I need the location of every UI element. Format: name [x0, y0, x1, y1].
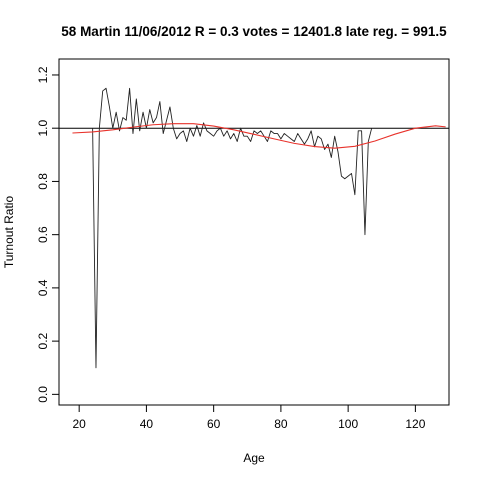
- x-tick-label: 20: [72, 417, 86, 431]
- plot-frame: [58, 58, 450, 406]
- x-tick-label: 80: [274, 417, 288, 431]
- y-axis-label: Turnout Ratio: [2, 196, 16, 269]
- x-axis-label: Age: [243, 451, 265, 465]
- y-tick-label: 1.2: [36, 66, 50, 83]
- y-tick-label: 0.6: [36, 226, 50, 243]
- y-tick-label: 0.4: [36, 279, 50, 296]
- chart-title: 58 Martin 11/06/2012 R = 0.3 votes = 124…: [61, 24, 447, 39]
- y-tick-label: 0.2: [36, 332, 50, 349]
- x-axis: 20 40 60 80 100 120: [72, 405, 426, 431]
- observed-series-line: [92, 87, 373, 369]
- plot-area: [59, 87, 449, 369]
- y-axis: 0.0 0.2 0.4 0.6 0.8 1.0 1.2: [36, 66, 59, 403]
- y-tick-label: 0.8: [36, 173, 50, 190]
- x-tick-label: 60: [207, 417, 221, 431]
- smoothed-series-line: [72, 123, 446, 149]
- y-tick-label: 1.0: [36, 120, 50, 137]
- y-tick-label: 0.0: [36, 386, 50, 403]
- x-tick-label: 40: [140, 417, 154, 431]
- x-tick-label: 100: [338, 417, 358, 431]
- x-tick-label: 120: [405, 417, 425, 431]
